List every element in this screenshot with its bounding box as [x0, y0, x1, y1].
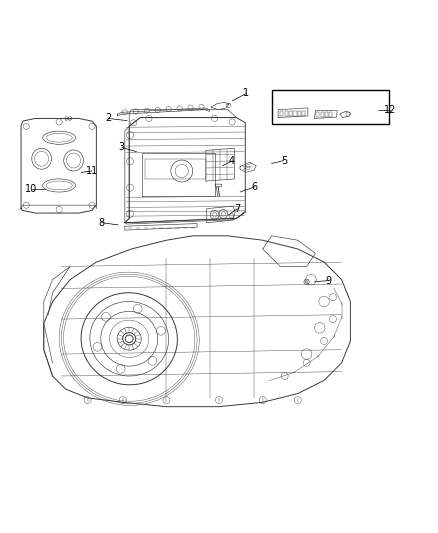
- Text: 2: 2: [106, 114, 112, 124]
- Bar: [272, 90, 389, 124]
- Text: 4: 4: [228, 156, 234, 166]
- Text: 3: 3: [119, 142, 125, 152]
- Text: 5: 5: [281, 156, 287, 166]
- Text: 1: 1: [243, 88, 249, 99]
- Text: 8: 8: [99, 217, 105, 228]
- Text: 10: 10: [25, 183, 38, 193]
- Text: 9: 9: [325, 276, 332, 286]
- Text: 7: 7: [234, 204, 240, 214]
- Text: 11: 11: [86, 166, 98, 176]
- Text: 6: 6: [252, 182, 258, 192]
- Text: 12: 12: [384, 104, 396, 115]
